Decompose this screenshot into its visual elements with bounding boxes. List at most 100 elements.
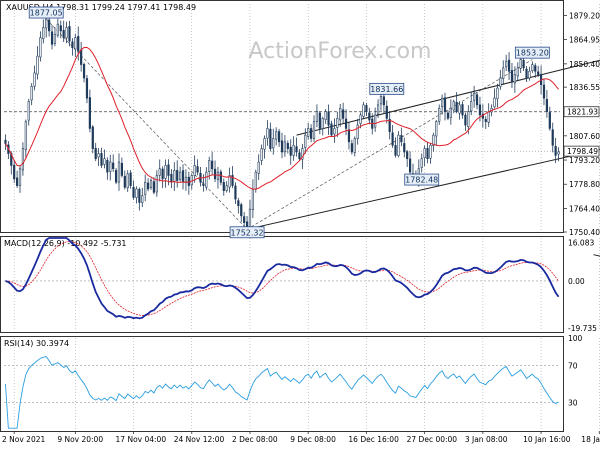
price-axis-label: 1879.20	[569, 11, 600, 20]
time-axis-label: 3 Jan 08:00	[465, 435, 508, 444]
candle-body	[243, 216, 246, 223]
candle-body	[56, 23, 59, 36]
candle-body	[263, 138, 266, 150]
candle-body	[42, 27, 45, 40]
macd-line	[5, 237, 560, 320]
candle-body	[176, 170, 179, 181]
candle-body	[467, 111, 470, 127]
price-annotation-label: 1877.05	[30, 9, 63, 18]
candle-body	[507, 59, 511, 72]
candle-body	[179, 171, 182, 180]
candle-body	[542, 84, 546, 99]
time-axis-label: 2 Nov 2021	[2, 435, 45, 444]
candle-body	[394, 145, 397, 156]
candle-body	[403, 143, 406, 153]
candle-body	[231, 175, 234, 186]
candle-body	[502, 67, 505, 79]
candle-body	[420, 158, 423, 168]
candle-body	[391, 132, 394, 146]
candle-body	[80, 49, 83, 65]
price-axis-highlight-label: 1821.93	[567, 108, 598, 117]
candle-body	[50, 31, 54, 45]
candle-body	[103, 158, 106, 165]
candle-body	[365, 105, 368, 112]
price-panel-header: XAUUSD,H4 1798.31 1799.24 1797.41 1798.4…	[6, 3, 196, 12]
candle-body	[123, 175, 126, 188]
macd-panel-header: MACD(12,26,9) -10.492 -5.731	[4, 239, 127, 248]
candle-body	[400, 135, 403, 143]
candle-body	[537, 71, 540, 75]
candle-body	[18, 168, 22, 186]
candle-body	[190, 175, 193, 186]
candle-body	[149, 180, 153, 188]
candle-body	[441, 97, 444, 108]
candle-body	[554, 145, 557, 156]
candle-body	[167, 164, 170, 176]
candle-body	[301, 148, 304, 160]
candle-body	[82, 64, 86, 79]
candle-body	[161, 168, 164, 180]
candle-body	[455, 101, 458, 112]
candle-body	[266, 128, 269, 139]
candle-body	[339, 107, 342, 121]
candle-body	[33, 72, 36, 87]
candle-body	[257, 161, 260, 174]
candle-body	[435, 121, 438, 137]
candle-body	[289, 146, 292, 156]
candle-body	[327, 111, 330, 126]
candle-body	[152, 181, 156, 193]
candle-body	[321, 118, 324, 129]
candle-body	[475, 94, 479, 106]
candle-body	[548, 112, 551, 129]
candle-body	[254, 171, 257, 190]
candle-body	[312, 121, 316, 139]
macd-axis-label: 16.083	[568, 239, 594, 248]
candle-body	[170, 173, 173, 183]
candle-body	[513, 74, 516, 84]
candle-body	[362, 104, 365, 117]
candle-body	[48, 19, 51, 32]
watermark: ActionForex.com	[249, 39, 432, 64]
time-axis-label: 9 Dec 08:00	[290, 435, 336, 444]
candle-body	[187, 176, 190, 186]
candle-body	[359, 114, 362, 124]
price-annotation-box	[404, 173, 440, 186]
candle-body	[225, 185, 228, 191]
candle-body	[333, 128, 336, 135]
macd-signal-line	[5, 241, 559, 316]
channel-line	[296, 59, 600, 136]
price-axis-label: 1836.55	[569, 83, 600, 92]
candle-body	[129, 172, 132, 186]
candle-body	[141, 195, 144, 203]
candle-body	[138, 188, 141, 203]
candle-body	[213, 168, 217, 180]
candle-body	[286, 142, 289, 149]
price-panel-frame	[0, 0, 564, 233]
candle-body	[45, 18, 48, 29]
rsi-panel-header: RSI(14) 30.3974	[4, 339, 69, 348]
candle-body	[496, 87, 499, 100]
price-annotation-box	[229, 226, 265, 239]
candle-body	[307, 128, 310, 137]
candle-body	[484, 118, 487, 122]
candle-body	[353, 138, 356, 153]
candle-body	[356, 124, 359, 139]
dotted-trend-line	[45, 18, 248, 230]
candle-body	[109, 161, 112, 172]
price-axis-label: 1807.60	[569, 132, 600, 141]
candle-body	[374, 114, 377, 128]
price-axis-label: 1850.40	[569, 60, 600, 69]
candle-body	[74, 37, 77, 50]
price-annotation-box	[28, 6, 64, 19]
candle-body	[347, 129, 351, 143]
macd-panel-frame	[0, 236, 564, 333]
candle-body	[240, 204, 243, 217]
candle-body	[452, 101, 455, 111]
axis-layer: 1879.20 1864.95 1850.40 1836.55 1821.93 1807.…	[2, 11, 600, 444]
candle-body	[85, 78, 89, 99]
candle-body	[100, 153, 103, 166]
price-axis-highlight-label: 1798.49	[567, 147, 598, 156]
candle-body	[196, 166, 199, 173]
time-axis-label: 16 Dec 16:00	[348, 435, 399, 444]
candle-body	[516, 67, 519, 77]
